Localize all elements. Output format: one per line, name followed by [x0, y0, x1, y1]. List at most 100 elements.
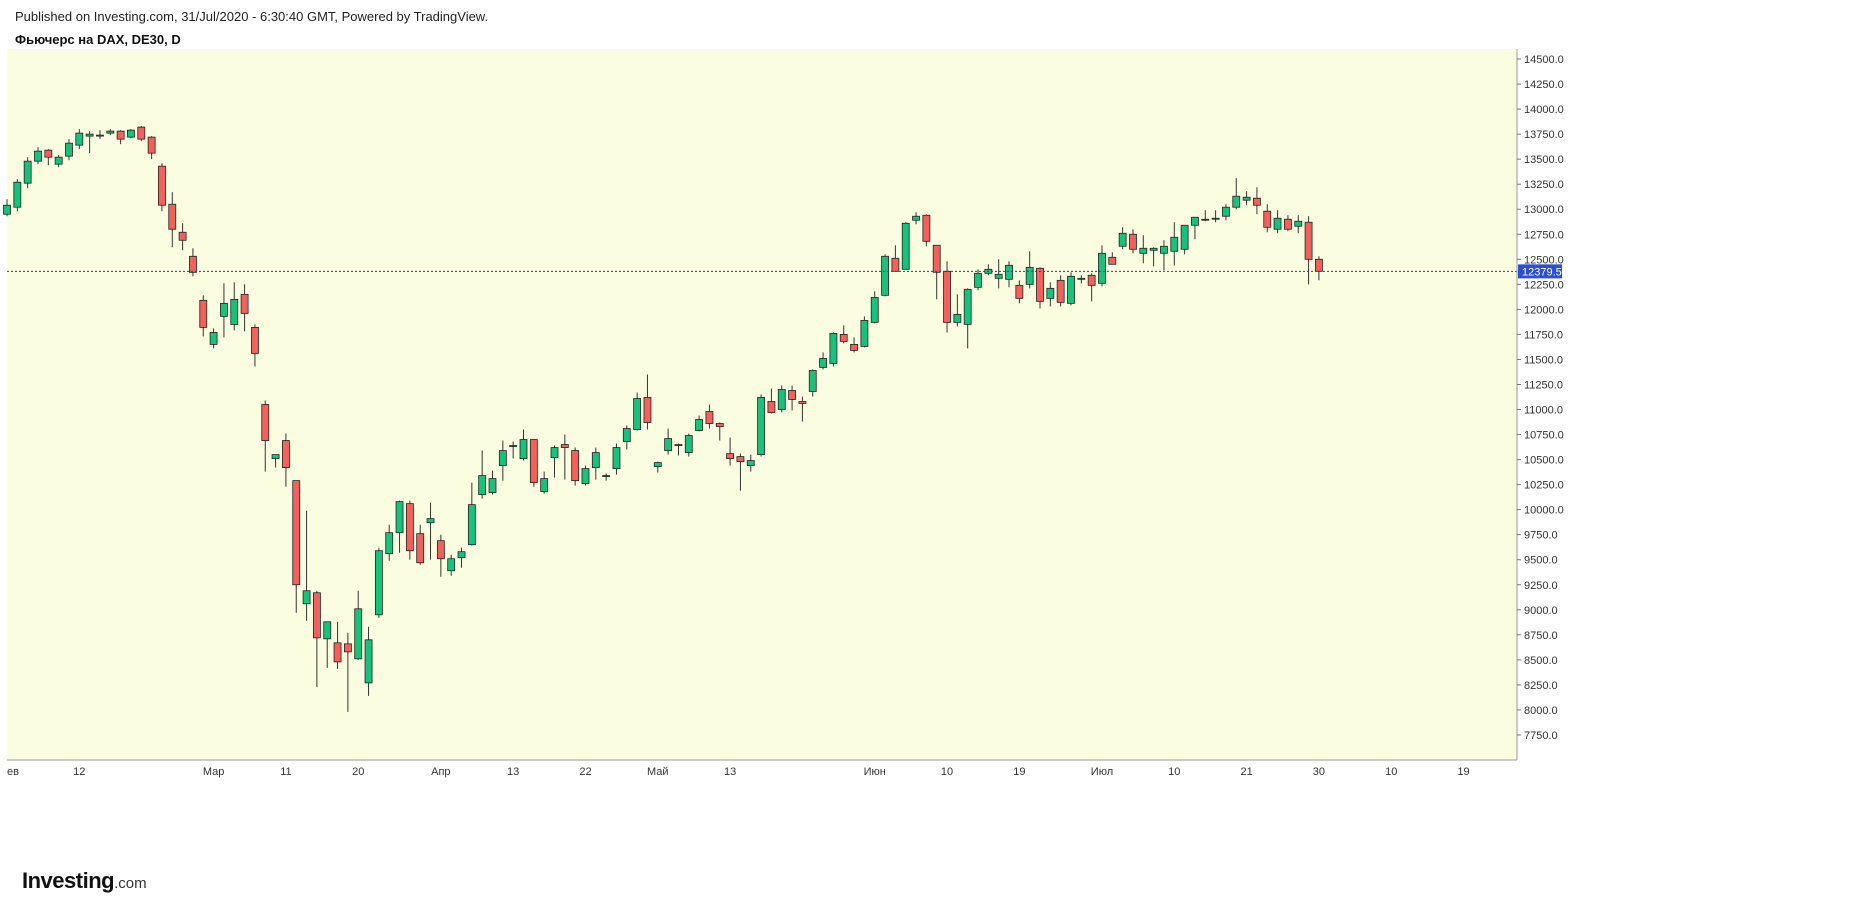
candle-down[interactable]: [715, 423, 724, 427]
candle-up[interactable]: [1077, 277, 1086, 280]
candle-down[interactable]: [147, 136, 156, 154]
candle-down[interactable]: [674, 444, 683, 446]
candle-up[interactable]: [106, 130, 115, 134]
candle-up[interactable]: [271, 454, 280, 459]
candle-up[interactable]: [395, 501, 404, 534]
candle-up[interactable]: [127, 129, 135, 138]
candle-down[interactable]: [199, 299, 208, 328]
candle-down[interactable]: [788, 390, 796, 400]
candle-down[interactable]: [1015, 284, 1024, 299]
candle-up[interactable]: [1170, 236, 1179, 252]
candle-down[interactable]: [839, 334, 848, 342]
candle-down[interactable]: [891, 257, 900, 272]
candle-down[interactable]: [168, 203, 177, 230]
candle-down[interactable]: [1263, 210, 1272, 228]
candle-down[interactable]: [1129, 233, 1137, 250]
candle-down[interactable]: [292, 480, 301, 586]
candle-up[interactable]: [612, 447, 621, 469]
candle-up[interactable]: [467, 504, 476, 546]
candle-down[interactable]: [1108, 256, 1117, 265]
candle-up[interactable]: [1242, 196, 1251, 201]
candle-down[interactable]: [850, 344, 858, 351]
candle-down[interactable]: [705, 411, 714, 424]
candle-up[interactable]: [1046, 287, 1055, 299]
candle-down[interactable]: [261, 404, 270, 441]
candle-up[interactable]: [230, 298, 239, 325]
candle-up[interactable]: [1139, 247, 1148, 254]
candle-up[interactable]: [3, 204, 11, 215]
candle-up[interactable]: [581, 468, 590, 485]
candle-up[interactable]: [664, 438, 673, 451]
candle-up[interactable]: [1005, 264, 1013, 280]
candle-up[interactable]: [75, 132, 84, 146]
candle-up[interactable]: [591, 452, 600, 468]
candle-down[interactable]: [282, 440, 290, 468]
candle-up[interactable]: [653, 462, 662, 467]
candle-up[interactable]: [684, 435, 693, 453]
candle-up[interactable]: [540, 478, 549, 493]
candle-up[interactable]: [385, 532, 394, 555]
candle-down[interactable]: [137, 126, 146, 140]
candle-down[interactable]: [1087, 274, 1096, 286]
candle-up[interactable]: [1211, 217, 1220, 220]
candle-up[interactable]: [354, 608, 363, 660]
candle-up[interactable]: [550, 447, 559, 458]
candle-up[interactable]: [1222, 206, 1230, 217]
candle-down[interactable]: [333, 642, 342, 663]
candle-up[interactable]: [746, 460, 755, 466]
candle-down[interactable]: [189, 255, 197, 273]
candle-down[interactable]: [1056, 279, 1065, 303]
candle-up[interactable]: [519, 439, 528, 459]
candle-down[interactable]: [726, 453, 734, 459]
candle-up[interactable]: [1201, 218, 1210, 221]
candle-up[interactable]: [488, 478, 497, 494]
candle-up[interactable]: [1098, 252, 1106, 284]
candle-up[interactable]: [1273, 217, 1282, 230]
candle-up[interactable]: [602, 475, 611, 478]
candle-up[interactable]: [34, 150, 42, 162]
candle-up[interactable]: [1118, 232, 1127, 247]
candle-up[interactable]: [1067, 275, 1075, 304]
candle-up[interactable]: [1191, 216, 1199, 226]
candle-up[interactable]: [96, 134, 104, 137]
candle-up[interactable]: [209, 331, 218, 345]
candle-down[interactable]: [251, 326, 259, 354]
candle-up[interactable]: [870, 296, 879, 323]
candle-down[interactable]: [436, 540, 445, 560]
candle-down[interactable]: [1315, 258, 1323, 272]
candle-down[interactable]: [571, 450, 580, 482]
candle-up[interactable]: [1294, 220, 1303, 227]
candle-down[interactable]: [643, 397, 652, 423]
candle-up[interactable]: [1160, 245, 1168, 254]
candle-up[interactable]: [1025, 266, 1034, 285]
candle-up[interactable]: [85, 133, 94, 137]
candle-up[interactable]: [1149, 247, 1158, 251]
candle-up[interactable]: [323, 621, 332, 640]
candle-up[interactable]: [478, 475, 487, 496]
candle-down[interactable]: [529, 439, 538, 484]
candle-down[interactable]: [116, 130, 125, 140]
candle-down[interactable]: [405, 503, 414, 552]
candle-up[interactable]: [1232, 195, 1241, 208]
candle-down[interactable]: [1284, 218, 1292, 230]
candle-up[interactable]: [819, 358, 827, 368]
candle-up[interactable]: [695, 419, 704, 431]
candle-up[interactable]: [757, 397, 765, 455]
candle-down[interactable]: [560, 444, 569, 448]
candle-up[interactable]: [808, 370, 817, 392]
candle-down[interactable]: [1253, 197, 1261, 206]
candle-up[interactable]: [777, 389, 786, 410]
candle-up[interactable]: [860, 319, 869, 347]
candle-up[interactable]: [374, 550, 383, 616]
candle-up[interactable]: [963, 288, 972, 325]
candle-up[interactable]: [901, 222, 910, 270]
candle-up[interactable]: [23, 160, 32, 184]
candle-down[interactable]: [932, 244, 941, 273]
candle-up[interactable]: [881, 255, 889, 296]
candle-up[interactable]: [509, 445, 518, 447]
candle-up[interactable]: [829, 332, 838, 364]
candle-up[interactable]: [633, 398, 642, 430]
candle-up[interactable]: [447, 558, 456, 572]
candle-up[interactable]: [498, 450, 507, 466]
